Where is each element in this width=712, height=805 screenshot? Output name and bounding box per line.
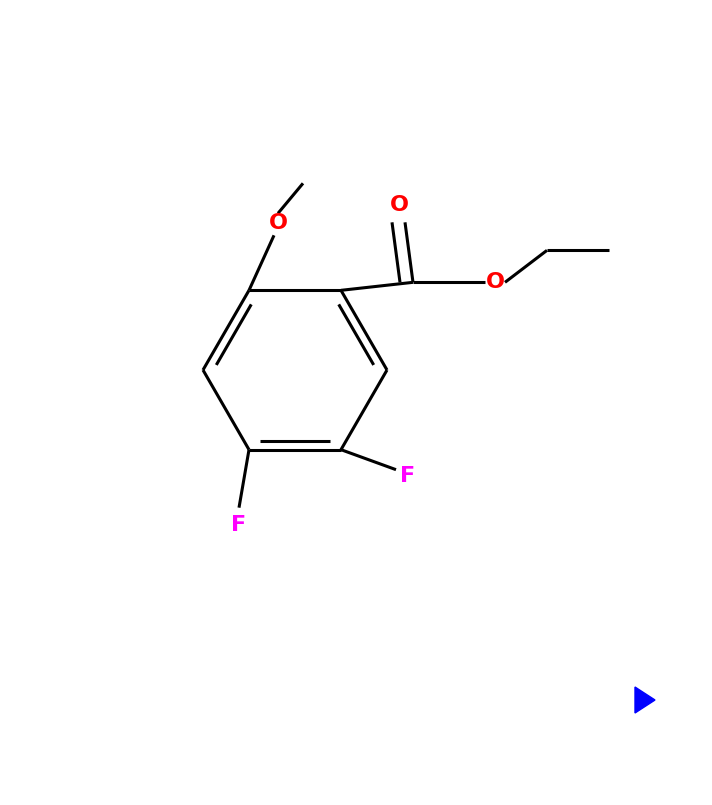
Text: O: O <box>486 272 505 292</box>
Polygon shape <box>635 687 655 713</box>
Text: F: F <box>231 514 246 535</box>
Text: O: O <box>268 213 288 233</box>
Text: O: O <box>389 196 409 215</box>
Text: F: F <box>400 465 416 485</box>
